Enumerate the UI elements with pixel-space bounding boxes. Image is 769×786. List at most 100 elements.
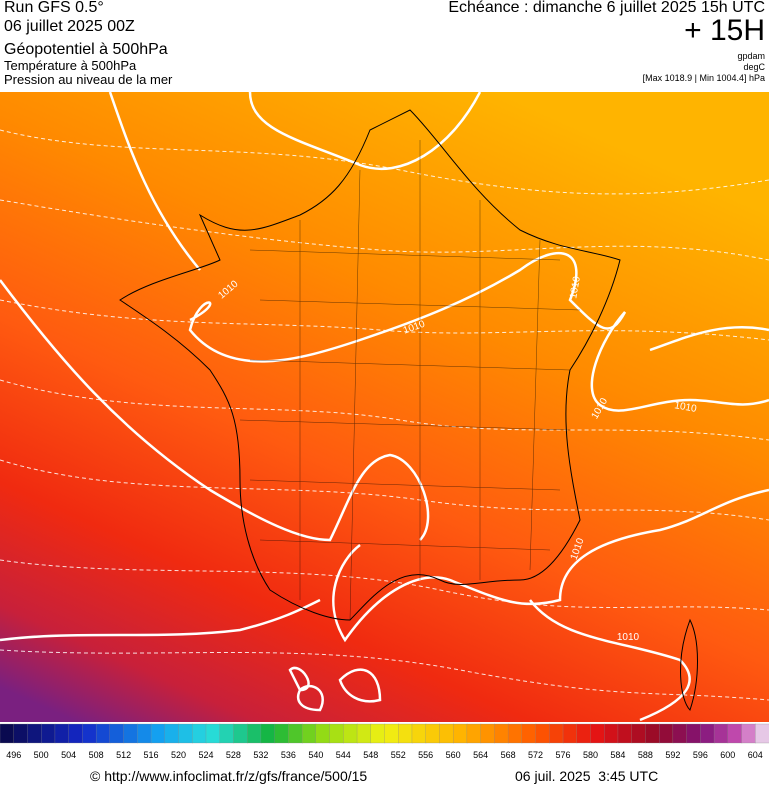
isobar-label: 1010: [568, 275, 583, 299]
colorbar-swatch: [27, 723, 42, 744]
colorbar-swatch: [645, 723, 660, 744]
colorbar-swatch: [425, 723, 441, 744]
source: © http://www.infoclimat.fr/z/gfs/france/…: [90, 768, 368, 784]
colorbar-swatch: [480, 723, 496, 744]
colorbar-swatch: [137, 723, 152, 744]
colorbar-label: 532: [253, 750, 268, 760]
colorbar-swatch: [274, 723, 290, 744]
colorbar-label: 504: [61, 750, 76, 760]
colorbar-label: 552: [391, 750, 406, 760]
colorbar-swatch: [741, 723, 756, 744]
colorbar-swatch: [192, 723, 207, 744]
colorbar-swatch: [576, 723, 592, 744]
colorbar-label: 588: [638, 750, 653, 760]
colorbar-label: 584: [610, 750, 625, 760]
colorbar-label: 564: [473, 750, 488, 760]
colorbar-swatch: [82, 723, 97, 744]
coastline: [119, 109, 698, 711]
colorbar-swatch: [150, 723, 166, 744]
colorbar-swatch: [164, 723, 180, 744]
colorbar-swatch: [590, 723, 605, 744]
colorbar-label: 536: [281, 750, 296, 760]
colorbar-swatch: [398, 723, 413, 744]
colorbar-swatch: [686, 723, 701, 744]
isobars: [0, 92, 769, 722]
colorbar-swatch: [68, 723, 84, 744]
isobar-label: 1010: [617, 632, 640, 643]
colorbar-label: 528: [226, 750, 241, 760]
colorbar-swatch: [521, 723, 537, 744]
colorbar-swatch: [700, 723, 715, 744]
colorbar-swatch: [713, 723, 729, 744]
run-date: 06 juillet 2025 00Z: [4, 18, 135, 35]
colorbar-swatch: [95, 723, 111, 744]
colorbar-swatch: [631, 723, 647, 744]
colorbar-swatch: [343, 723, 358, 744]
colorbar-swatch: [205, 723, 221, 744]
borders: [239, 140, 581, 621]
temperature-field: [0, 92, 769, 722]
colorbar-swatch: [329, 723, 344, 744]
colorbar-label: 560: [446, 750, 461, 760]
colorbar-label: 540: [308, 750, 323, 760]
colorbar-swatch: [370, 723, 386, 744]
colorbar-label: 512: [116, 750, 131, 760]
colorbar: 496 500 504 508 512 516 520 524 528 532 536 540 544 5…: [0, 723, 769, 760]
colorbar-swatch: [755, 723, 769, 744]
lead-time: + 15H: [684, 14, 765, 47]
colorbar-label: 524: [198, 750, 213, 760]
colorbar-label: 576: [556, 750, 571, 760]
colorbar-swatch: [535, 723, 550, 744]
colorbar-label: 520: [171, 750, 186, 760]
field: Température à 500hPa: [4, 58, 137, 73]
colorbar-label: 496: [6, 750, 21, 760]
colorbar-label: 596: [693, 750, 708, 760]
colorbar-swatch: [356, 723, 372, 744]
colorbar-label: 544: [336, 750, 351, 760]
colorbar-swatch: [109, 723, 125, 744]
unit: degC: [743, 62, 765, 72]
colorbar-swatch: [727, 723, 743, 744]
colorbar-label: 508: [89, 750, 104, 760]
colorbar-swatch: [672, 723, 688, 744]
colorbar-swatch: [604, 723, 619, 744]
colorbar-label: 548: [363, 750, 378, 760]
colorbar-swatch: [41, 723, 56, 744]
unit: [Max 1018.9 | Min 1004.4] hPa: [642, 73, 765, 83]
colorbar-swatch: [13, 723, 29, 744]
colorbar-swatch: [453, 723, 468, 744]
field: Géopotentiel à 500hPa: [4, 41, 168, 58]
colorbar-swatch: [260, 723, 276, 744]
colorbar-swatch: [301, 723, 317, 744]
colorbar-swatch: [233, 723, 248, 744]
timestamp: 06 juil. 2025 3:45 UTC: [515, 768, 659, 784]
colorbar-label: 604: [748, 750, 763, 760]
colorbar-label: 500: [34, 750, 49, 760]
colorbar-swatch: [562, 723, 578, 744]
field: Pression au niveau de la mer: [4, 72, 173, 87]
unit: gpdam: [737, 51, 765, 61]
colorbar-label: 556: [418, 750, 433, 760]
colorbar-swatch: [219, 723, 235, 744]
colorbar-label: 580: [583, 750, 598, 760]
colorbar-swatch: [411, 723, 427, 744]
colorbar-label: 572: [528, 750, 543, 760]
colorbar-swatch: [0, 723, 15, 744]
colorbar-swatch: [439, 723, 454, 744]
run: Run GFS 0.5°: [4, 0, 104, 16]
colorbar-swatch: [178, 723, 193, 744]
isobar-label: 1010: [674, 400, 698, 415]
colorbar-swatch: [617, 723, 633, 744]
colorbar-label: 600: [720, 750, 735, 760]
colorbar-label: 592: [665, 750, 680, 760]
temperature-contours: [0, 129, 769, 701]
colorbar-swatch: [384, 723, 399, 744]
colorbar-swatch: [494, 723, 509, 744]
colorbar-swatch: [123, 723, 138, 744]
colorbar-label: 516: [144, 750, 159, 760]
colorbar-swatch: [658, 723, 674, 744]
colorbar-swatch: [315, 723, 331, 744]
colorbar-swatch: [54, 723, 70, 744]
